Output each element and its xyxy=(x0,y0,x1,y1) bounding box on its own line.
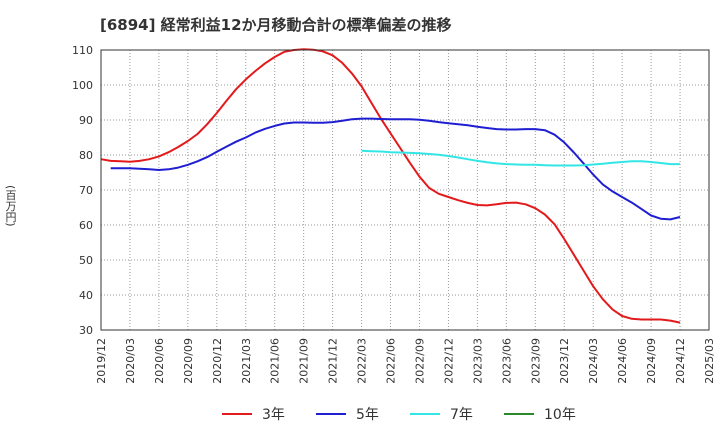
x-tick-label: 2020/12 xyxy=(211,338,224,384)
x-tick-label: 2021/12 xyxy=(327,338,340,384)
y-tick-label: 40 xyxy=(79,289,93,302)
x-tick-label: 2019/12 xyxy=(95,338,108,384)
legend-label-7年: 7年 xyxy=(450,407,473,423)
legend-label-10年: 10年 xyxy=(544,407,576,423)
plot-frame xyxy=(100,49,710,331)
x-tick-label: 2022/09 xyxy=(413,338,426,384)
y-tick-label: 80 xyxy=(79,149,93,162)
chart-title: [6894] 経常利益12か月移動合計の標準偏差の推移 xyxy=(100,16,452,34)
y-tick-label: 110 xyxy=(72,44,93,57)
y-tick-label: 100 xyxy=(72,79,93,92)
series-line-5年 xyxy=(110,117,681,221)
legend-label-3年: 3年 xyxy=(262,407,285,423)
series-line-3年 xyxy=(100,48,681,324)
x-tick-label: 2025/03 xyxy=(703,338,716,384)
y-tick-label: 90 xyxy=(79,114,93,127)
grid xyxy=(100,49,710,331)
x-tick-label: 2023/06 xyxy=(500,338,513,384)
x-axis-ticks: 2019/12 2020/03 2020/06 2020/09 2020/12 2021/… xyxy=(95,338,716,384)
x-tick-label: 2022/12 xyxy=(442,338,455,384)
x-tick-label: 2024/03 xyxy=(587,338,600,384)
y-tick-label: 60 xyxy=(79,219,93,232)
x-tick-label: 2020/03 xyxy=(124,338,137,384)
x-tick-label: 2024/06 xyxy=(616,338,629,384)
y-tick-label: 70 xyxy=(79,184,93,197)
y-tick-label: 50 xyxy=(79,254,93,267)
y-axis-label: (百万円) xyxy=(4,185,17,227)
x-tick-label: 2023/12 xyxy=(558,338,571,384)
series-lines xyxy=(100,48,681,324)
x-tick-label: 2023/03 xyxy=(471,338,484,384)
x-tick-label: 2020/09 xyxy=(182,338,195,384)
x-tick-label: 2022/06 xyxy=(385,338,398,384)
y-axis-ticks: 30 40 50 60 70 80 90 100 110 xyxy=(72,44,93,337)
x-tick-label: 2024/09 xyxy=(645,338,658,384)
series-line-7年 xyxy=(361,149,680,167)
x-tick-label: 2021/03 xyxy=(240,338,253,384)
legend-label-5年: 5年 xyxy=(356,407,379,423)
x-tick-label: 2021/09 xyxy=(298,338,311,384)
x-tick-label: 2021/06 xyxy=(269,338,282,384)
legend: 3年 5年 7年 10年 xyxy=(222,407,576,423)
x-tick-label: 2022/03 xyxy=(356,338,369,384)
x-tick-label: 2023/09 xyxy=(529,338,542,384)
y-tick-label: 30 xyxy=(79,324,93,337)
x-tick-label: 2024/12 xyxy=(674,338,687,384)
x-tick-label: 2020/06 xyxy=(153,338,166,384)
